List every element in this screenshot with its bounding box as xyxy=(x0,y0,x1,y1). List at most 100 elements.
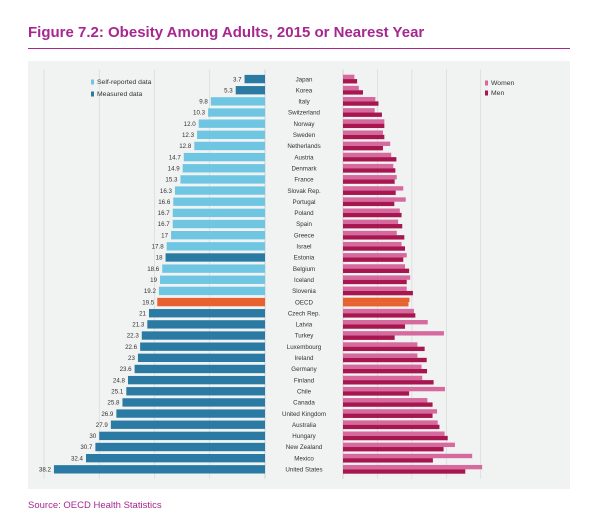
left-value-label: 19 xyxy=(150,277,157,284)
men-bar xyxy=(343,469,466,474)
women-bar xyxy=(343,420,438,425)
left-legend-swatch xyxy=(91,79,94,85)
men-bar xyxy=(343,157,397,162)
country-label: Italy xyxy=(298,99,310,106)
left-value-label: 16.7 xyxy=(158,210,171,217)
left-bar xyxy=(137,353,265,362)
country-label: Slovenia xyxy=(292,288,316,295)
left-bar xyxy=(172,219,265,229)
women-bar xyxy=(343,264,405,269)
women-bar xyxy=(343,364,422,369)
left-value-label: 30 xyxy=(89,433,96,440)
left-value-label: 16.3 xyxy=(160,188,173,195)
left-bar xyxy=(140,342,265,351)
left-value-label: 12.8 xyxy=(179,143,192,150)
country-label: United States xyxy=(285,467,322,474)
left-bar xyxy=(110,420,265,429)
men-bar xyxy=(343,90,363,95)
men-bar xyxy=(343,190,396,195)
left-bar xyxy=(116,409,265,418)
men-bar xyxy=(343,290,413,296)
left-value-label: 24.8 xyxy=(113,377,126,384)
left-bar xyxy=(165,253,265,262)
obesity-chart: 3.7 Japan 5.3 Korea 9.8 Italy 10.3 Switzerland 1… xyxy=(39,69,515,479)
country-label: Canada xyxy=(293,400,315,407)
country-label: Chile xyxy=(297,388,312,395)
left-bar xyxy=(160,275,265,284)
left-bar xyxy=(173,197,265,206)
country-label: Slovak Rep. xyxy=(287,188,321,195)
left-bar xyxy=(99,431,265,441)
chart-panel: 3.7 Japan 5.3 Korea 9.8 Italy 10.3 Switzerland 1… xyxy=(28,61,570,489)
women-bar xyxy=(343,241,402,247)
left-bar xyxy=(147,320,265,329)
country-label: Latvia xyxy=(296,322,313,329)
country-label: Portugal xyxy=(292,199,315,206)
left-bar xyxy=(158,286,265,296)
country-label: OECD xyxy=(295,299,313,306)
country-label: Germany xyxy=(291,366,317,373)
left-bar xyxy=(127,375,265,385)
left-value-label: 9.8 xyxy=(199,99,208,106)
women-bar xyxy=(343,119,385,124)
left-value-label: 32.4 xyxy=(71,455,84,462)
men-bar xyxy=(343,224,403,229)
left-value-label: 5.3 xyxy=(224,87,233,94)
left-bar xyxy=(183,152,265,162)
women-bar xyxy=(343,152,392,158)
left-value-label: 30.7 xyxy=(80,444,93,451)
women-bar xyxy=(343,353,418,358)
source-note: Source: OECD Health Statistics xyxy=(28,500,162,511)
women-bar xyxy=(343,386,445,392)
women-bar xyxy=(343,342,418,347)
left-bar xyxy=(174,186,265,195)
left-value-label: 12.0 xyxy=(184,121,197,128)
men-bar xyxy=(343,145,383,151)
men-bar xyxy=(343,447,444,452)
women-bar xyxy=(343,97,376,102)
men-bar xyxy=(343,435,448,441)
left-bar xyxy=(244,74,265,84)
left-value-label: 17.8 xyxy=(152,244,165,251)
left-bar xyxy=(235,86,265,95)
men-bar xyxy=(343,368,428,374)
figure-title: Figure 7.2: Obesity Among Adults, 2015 o… xyxy=(28,24,425,41)
right-legend-label: Women xyxy=(491,80,515,87)
left-value-label: 25.8 xyxy=(107,400,120,407)
left-value-label: 14.7 xyxy=(169,154,182,161)
women-bar xyxy=(343,453,473,459)
women-bar xyxy=(343,219,399,225)
women-bar xyxy=(343,275,411,280)
country-label: France xyxy=(294,177,314,184)
left-value-label: 12.3 xyxy=(182,132,195,139)
men-bar xyxy=(343,335,395,340)
men-bar xyxy=(343,179,395,184)
left-bar xyxy=(95,442,265,452)
country-label: Sweden xyxy=(293,132,316,139)
men-bar xyxy=(343,112,382,117)
left-value-label: 18.6 xyxy=(147,266,160,273)
men-bar xyxy=(343,201,395,207)
men-bar xyxy=(343,458,433,463)
women-bar xyxy=(343,186,404,191)
women-bar xyxy=(343,331,444,336)
country-label: Japan xyxy=(296,76,313,83)
left-value-label: 22.3 xyxy=(127,333,140,340)
women-bar xyxy=(343,230,397,236)
right-legend-label: Men xyxy=(491,90,504,97)
title-rule xyxy=(28,48,570,49)
women-bar xyxy=(343,108,375,113)
women-bar xyxy=(343,253,407,258)
country-label: Estonia xyxy=(294,255,315,262)
left-value-label: 16.6 xyxy=(158,199,171,206)
women-bar xyxy=(343,163,394,169)
men-bar xyxy=(343,402,433,407)
men-bar xyxy=(343,424,440,430)
left-bar xyxy=(182,164,265,173)
men-bar xyxy=(343,257,404,262)
men-bar xyxy=(343,246,405,251)
women-bar xyxy=(343,409,438,414)
women-bar xyxy=(343,141,391,146)
men-bar xyxy=(343,168,396,173)
left-bar xyxy=(208,108,265,117)
